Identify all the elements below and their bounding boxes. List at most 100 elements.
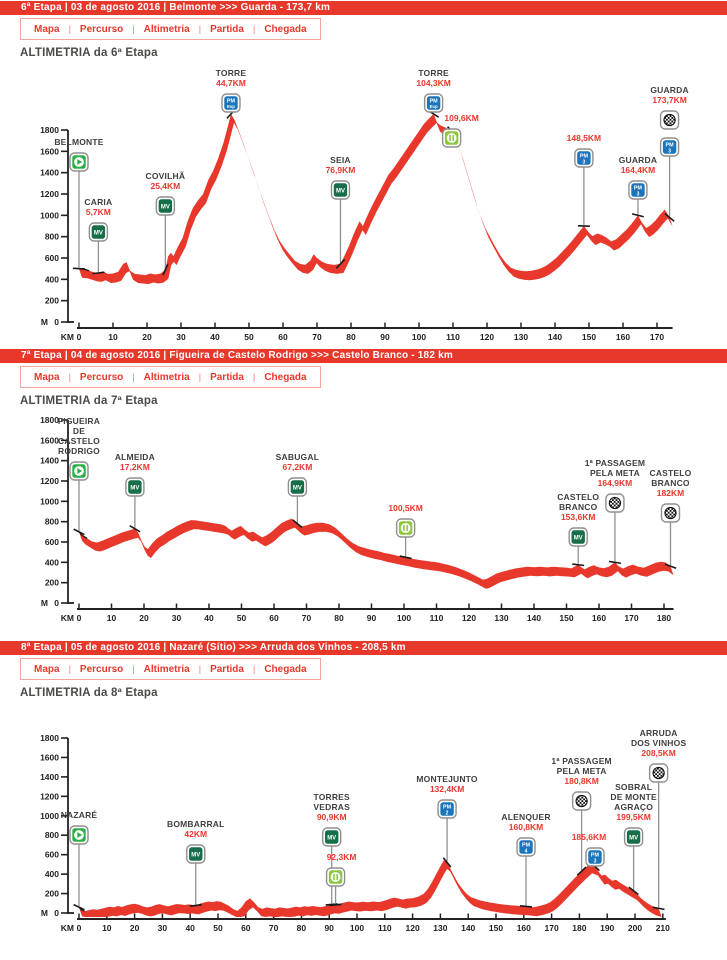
ribbon-edge-tick xyxy=(162,263,169,276)
feed-icon xyxy=(325,867,346,887)
marker-km-label: 25,4KM xyxy=(150,181,180,191)
marker-km-label: 42KM xyxy=(184,829,207,839)
nav-link-mapa[interactable]: Mapa xyxy=(34,371,60,383)
svg-text:30: 30 xyxy=(172,613,182,623)
nav-link-partida[interactable]: Partida xyxy=(210,371,244,383)
marker-name-label: SEIA xyxy=(330,155,351,165)
svg-text:70: 70 xyxy=(312,332,322,342)
marker-name-label: CASTELO xyxy=(649,468,691,478)
svg-text:0: 0 xyxy=(77,613,82,623)
ribbon-edge-tick xyxy=(329,903,342,907)
nav-separator: | xyxy=(68,24,71,34)
nav-separator: | xyxy=(252,24,256,34)
nav-link-chegada[interactable]: Chegada xyxy=(264,663,307,675)
ribbon-edge-tick xyxy=(73,528,85,536)
svg-text:MV: MV xyxy=(94,230,103,236)
nav-link-altimetria[interactable]: Altimetria xyxy=(143,663,190,675)
svg-text:600: 600 xyxy=(45,253,59,263)
svg-text:MV: MV xyxy=(336,188,345,194)
nav-link-partida[interactable]: Partida xyxy=(210,663,244,675)
svg-text:PM: PM xyxy=(522,842,531,848)
svg-text:170: 170 xyxy=(545,923,559,933)
stage-marker: 109,6KM xyxy=(441,113,479,148)
svg-text:M: M xyxy=(41,908,48,918)
marker-km-label: 109,6KM xyxy=(444,113,479,123)
svg-text:1000: 1000 xyxy=(40,811,59,821)
stage-8-nav: Mapa | Percurso | Altimetria | Partida | Chegada xyxy=(20,658,321,680)
svg-text:1400: 1400 xyxy=(40,168,59,178)
marker-name-label: BELMONTE xyxy=(54,137,103,147)
marker-km-label: 92,3KM xyxy=(327,852,357,862)
marker-name-label: CARIA xyxy=(84,197,112,207)
svg-text:1400: 1400 xyxy=(40,772,59,782)
stage-8-section: 8ª Etapa | 05 de agosto 2016 | Nazaré (S… xyxy=(0,640,727,960)
nav-link-percurso[interactable]: Percurso xyxy=(79,663,124,675)
stage-marker: NAZARÉ xyxy=(61,810,97,911)
svg-text:1000: 1000 xyxy=(40,496,59,506)
svg-text:PM: PM xyxy=(666,142,675,148)
svg-text:3: 3 xyxy=(583,159,586,165)
marker-km-label: 100,5KM xyxy=(388,503,423,513)
svg-text:150: 150 xyxy=(582,332,596,342)
marker-km-label: 173,7KM xyxy=(652,95,687,105)
marker-km-label: 90,9KM xyxy=(317,812,347,822)
nav-link-partida[interactable]: Partida xyxy=(210,23,244,35)
svg-text:800: 800 xyxy=(45,830,59,840)
start-icon xyxy=(69,461,89,481)
svg-text:M: M xyxy=(41,317,48,327)
ribbon-edge-tick xyxy=(652,906,665,911)
marker-name-label: BRANCO xyxy=(651,478,690,488)
svg-text:140: 140 xyxy=(527,613,541,623)
stage-marker: 100,5KM xyxy=(388,503,423,560)
nav-separator: | xyxy=(68,372,71,382)
feed-icon xyxy=(395,518,416,538)
svg-text:180: 180 xyxy=(657,613,671,623)
ribbon-edge-tick xyxy=(608,560,621,565)
marker-name-label: RODRIGO xyxy=(58,446,100,456)
svg-text:100: 100 xyxy=(412,332,426,342)
finish-icon xyxy=(648,763,669,783)
nav-link-mapa[interactable]: Mapa xyxy=(34,663,60,675)
svg-text:190: 190 xyxy=(600,923,614,933)
svg-text:0: 0 xyxy=(77,332,82,342)
svg-text:10: 10 xyxy=(102,923,112,933)
svg-text:1800: 1800 xyxy=(40,733,59,743)
svg-text:70: 70 xyxy=(302,613,312,623)
svg-text:600: 600 xyxy=(45,850,59,860)
nav-link-altimetria[interactable]: Altimetria xyxy=(143,23,190,35)
nav-link-percurso[interactable]: Percurso xyxy=(79,371,124,383)
svg-text:1200: 1200 xyxy=(40,476,59,486)
nav-link-altimetria[interactable]: Altimetria xyxy=(143,371,190,383)
nav-link-chegada[interactable]: Chegada xyxy=(264,23,307,35)
svg-text:PM: PM xyxy=(443,804,452,810)
nav-link-percurso[interactable]: Percurso xyxy=(79,23,124,35)
svg-text:80: 80 xyxy=(334,613,344,623)
stage-6-header-bar: 6ª Etapa | 03 de agosto 2016 | Belmonte … xyxy=(0,1,727,15)
svg-text:PM: PM xyxy=(634,185,643,191)
marker-name-label: FIGUEIRA xyxy=(58,416,100,426)
marker-km-label: 76,9KM xyxy=(326,165,356,175)
nav-link-mapa[interactable]: Mapa xyxy=(34,23,60,35)
svg-text:2: 2 xyxy=(446,810,449,816)
nav-link-chegada[interactable]: Chegada xyxy=(264,371,307,383)
elevation-ribbon xyxy=(79,114,673,285)
svg-text:140: 140 xyxy=(548,332,562,342)
pm3-icon: PM3 xyxy=(628,180,648,200)
nav-separator: | xyxy=(68,664,71,674)
marker-km-label: 164,4KM xyxy=(621,165,656,175)
marker-name-label: TORRES xyxy=(313,792,350,802)
svg-text:MV: MV xyxy=(629,835,638,841)
marker-name-label: 1ª PASSAGEM xyxy=(585,458,645,468)
svg-text:30: 30 xyxy=(158,923,168,933)
svg-text:60: 60 xyxy=(278,332,288,342)
elevation-ribbon xyxy=(79,518,674,589)
finish-icon xyxy=(571,791,592,811)
stage-8-header-bar: 8ª Etapa | 05 de agosto 2016 | Nazaré (S… xyxy=(0,641,727,655)
